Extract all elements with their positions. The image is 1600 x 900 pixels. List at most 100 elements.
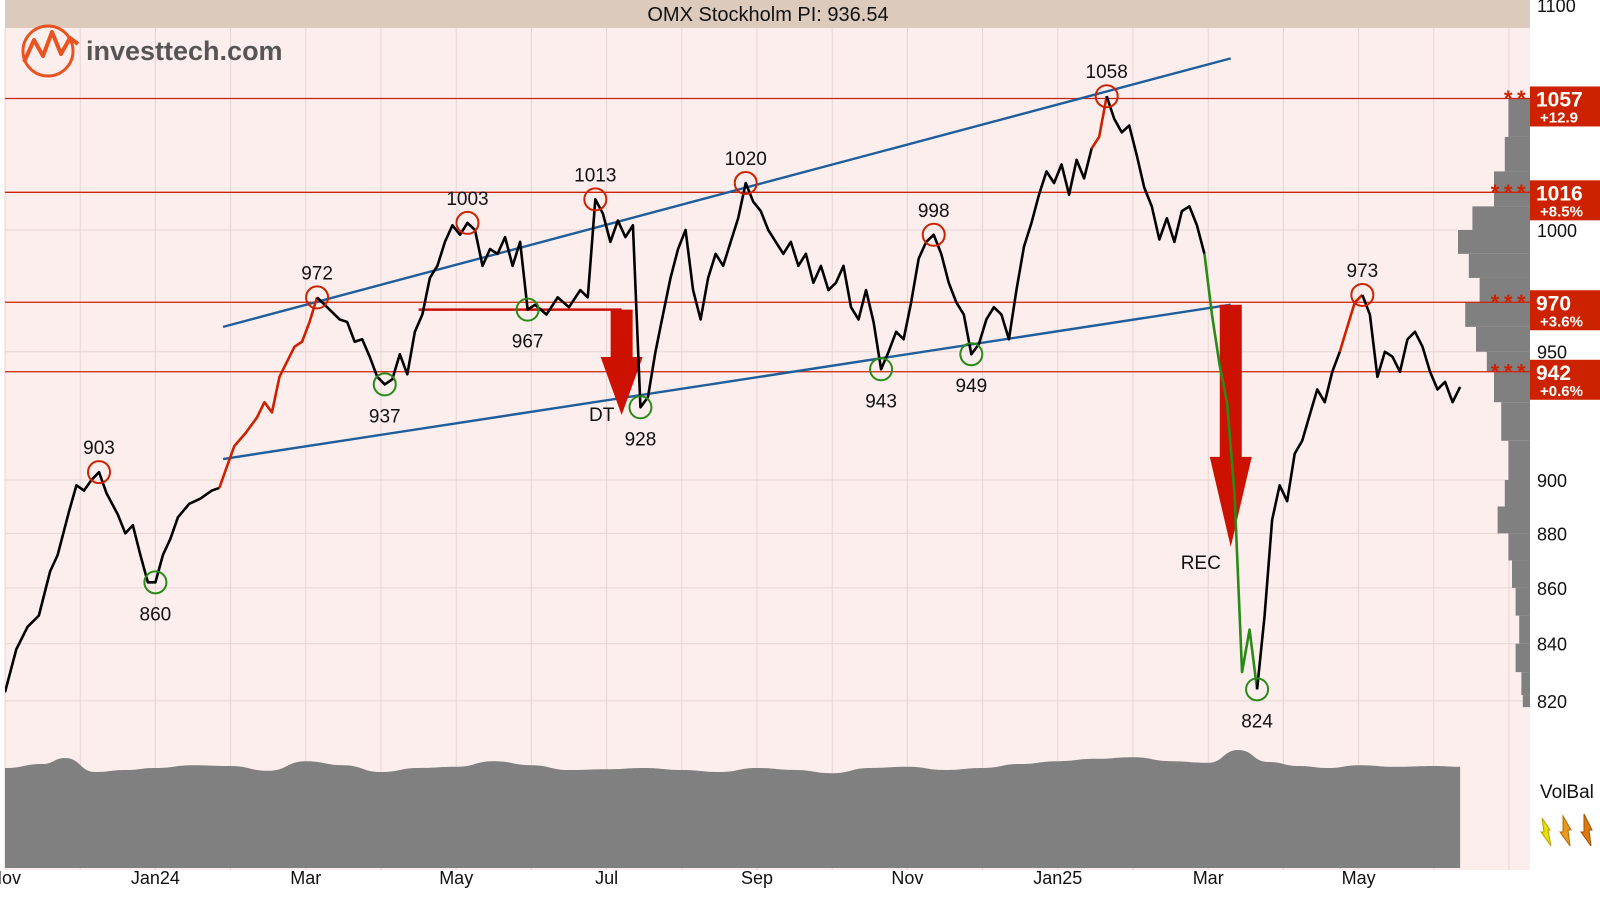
- horizontal-gridlines: [5, 229, 1530, 702]
- volume-profile-bar: [1468, 253, 1530, 278]
- level-value: 942: [1536, 362, 1571, 385]
- y-axis: 1100 1000 950 900 880 860 840 820: [1537, 0, 1577, 712]
- y-tick-label: 840: [1537, 635, 1567, 655]
- pivot-label: 943: [865, 391, 897, 412]
- pattern-label-dt: DT: [589, 405, 615, 426]
- pivot-low-marker: [1245, 677, 1270, 702]
- level-stars: ***: [1488, 182, 1528, 207]
- pivot-high-marker: [1350, 282, 1375, 307]
- x-tick-label: Mar: [290, 868, 321, 888]
- volbal-label: VolBal: [1540, 782, 1594, 803]
- price-line-segment: [1090, 95, 1108, 150]
- support-resistance-levels: [5, 97, 1530, 373]
- level-stars: ***: [1488, 362, 1528, 387]
- pivot-label: 949: [955, 376, 987, 397]
- volume-profile-bar: [1458, 230, 1530, 254]
- volume-profile-bar: [1519, 615, 1530, 644]
- pivot-label: 824: [1241, 711, 1273, 732]
- plot-area: [5, 28, 1530, 870]
- pivot-label: 1058: [1086, 62, 1128, 83]
- level-badge: [1530, 86, 1600, 127]
- volume-profile-bar: [1515, 643, 1530, 673]
- volume-shape: [5, 750, 1461, 868]
- price-series: [5, 95, 1462, 693]
- x-tick-label: May: [439, 868, 473, 888]
- level-value: 1016: [1536, 182, 1583, 205]
- price-line-segment: [1255, 351, 1342, 690]
- volume-profile-bar: [1521, 672, 1530, 696]
- volume-profile-bar: [1465, 302, 1530, 327]
- pivot-label: 1020: [725, 149, 767, 170]
- investtech-logo-icon: [21, 24, 80, 78]
- pivot-low-marker: [515, 297, 540, 322]
- level-change: +8.5%: [1540, 203, 1583, 220]
- volume-profile-bar: [1476, 326, 1530, 352]
- pivot-label: 998: [918, 201, 950, 222]
- pivot-label: 973: [1347, 261, 1379, 282]
- volbal-arrow-icons: [1540, 813, 1593, 847]
- vertical-gridlines: [4, 28, 1510, 870]
- volume-profile-bar: [1508, 440, 1530, 480]
- pivot-label: 967: [512, 332, 544, 353]
- x-tick-label: Mar: [1193, 868, 1224, 888]
- level-value: 970: [1536, 292, 1571, 315]
- volume-profile-bar: [1522, 695, 1530, 708]
- x-tick-label: Jan25: [1033, 868, 1082, 888]
- price-line-segment: [1361, 294, 1462, 404]
- level-stars: **: [1502, 88, 1528, 113]
- pivot-low-marker: [959, 342, 984, 367]
- pivot-high-marker: [1094, 84, 1119, 109]
- x-tick-label: Nov: [891, 868, 923, 888]
- y-tick-label: 900: [1537, 471, 1567, 491]
- pivot-label: 972: [301, 263, 333, 284]
- channel-lower-line: [222, 303, 1231, 461]
- volume-profile-bar: [1497, 506, 1530, 534]
- pivot-high-marker: [733, 171, 758, 196]
- volume-profile: [1458, 98, 1530, 708]
- volume-profile-bar: [1501, 402, 1530, 441]
- price-line-segment: [218, 297, 319, 489]
- pivot-low-marker: [869, 357, 894, 382]
- pivot-high-marker: [455, 210, 480, 235]
- x-tick-label: Jan24: [131, 868, 180, 888]
- pivot-label: 1013: [574, 165, 616, 186]
- pattern-arrow-dt: [600, 309, 643, 415]
- pivot-low-marker: [372, 372, 397, 397]
- price-line-segment: [1338, 294, 1364, 353]
- price-line-segment: [1203, 253, 1259, 690]
- x-tick-label: May: [1342, 868, 1376, 888]
- volume-profile-bar: [1512, 560, 1530, 588]
- x-tick-label: Jul: [595, 868, 618, 888]
- y-tick-label: 880: [1537, 524, 1567, 544]
- y-tick-label: 860: [1537, 579, 1567, 599]
- level-stars: ***: [1488, 292, 1528, 317]
- channel-upper-line: [222, 57, 1232, 329]
- brand-name: investtech.com: [86, 36, 283, 66]
- pivot-label: 937: [369, 406, 401, 427]
- volume-profile-bar: [1508, 98, 1530, 137]
- level-change: +0.6%: [1540, 383, 1583, 400]
- level-change: +12.9: [1540, 109, 1578, 126]
- price-line-segment: [316, 148, 1093, 409]
- pivot-label: 860: [140, 604, 172, 625]
- y-tick-label: 1100: [1537, 0, 1576, 16]
- pivot-label: 928: [625, 429, 657, 450]
- pivot-label: 1003: [446, 189, 488, 210]
- level-labels: ** 1057+12.9 *** 1016+8.5% *** 970+3.6% *** 942…: [1488, 86, 1600, 400]
- pivot-low-marker: [628, 395, 653, 420]
- volume-profile-bar: [1494, 371, 1530, 403]
- price-line-segment: [1105, 95, 1206, 255]
- pattern-label-rec: REC: [1181, 553, 1221, 574]
- pivot-high-marker: [87, 460, 111, 485]
- level-badge: [1530, 359, 1600, 400]
- volume-profile-bar: [1479, 277, 1530, 303]
- volume-profile-bar: [1486, 351, 1530, 372]
- y-tick-label: 950: [1537, 343, 1567, 363]
- header-band: [5, 0, 1530, 28]
- pivot-label: 903: [83, 438, 115, 459]
- y-tick-label: 820: [1537, 692, 1567, 712]
- volbal-indicator: VolBal: [1540, 782, 1594, 847]
- pivot-low-marker: [143, 570, 168, 595]
- chart-title: OMX Stockholm PI: 936.54: [647, 4, 888, 26]
- trend-channel: [222, 57, 1232, 461]
